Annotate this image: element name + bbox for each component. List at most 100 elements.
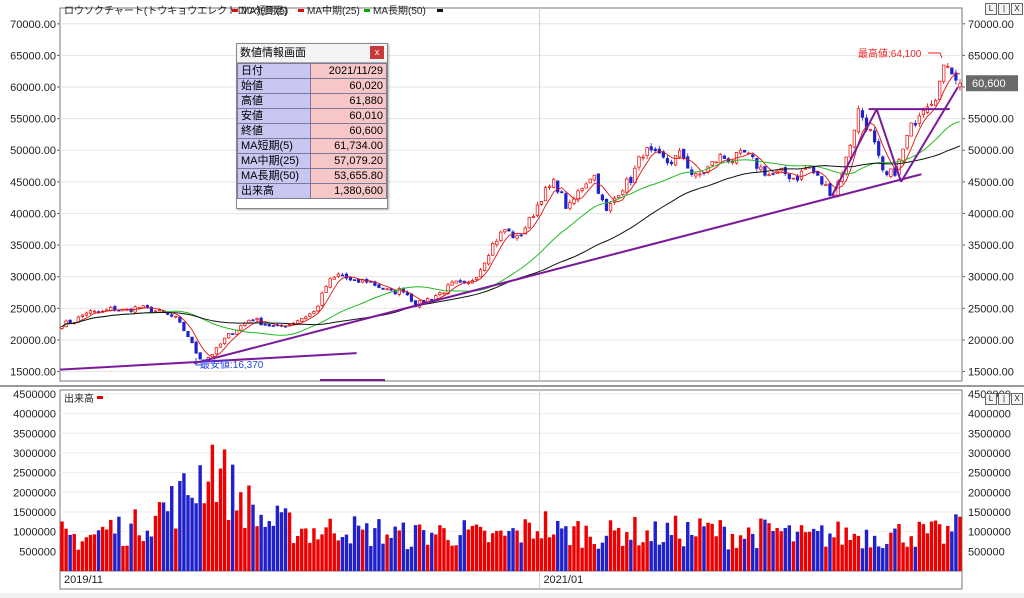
volume-bar: [621, 545, 625, 571]
info-key: 始値: [237, 78, 311, 94]
panel-split-button[interactable]: |: [998, 3, 1010, 15]
volume-bar: [226, 519, 231, 571]
price-tick-label-left: 35000.00: [10, 240, 56, 252]
volume-bar: [235, 510, 239, 571]
volume-bar: [881, 548, 885, 571]
info-key: 安値: [237, 108, 311, 124]
volume-bar: [710, 523, 714, 571]
candle-body: [791, 177, 795, 180]
volume-bar: [893, 528, 897, 571]
volume-bar: [600, 542, 605, 571]
volume-tick-label-left: 3000000: [13, 448, 56, 460]
volume-bar: [271, 525, 276, 571]
volume-bar: [547, 537, 552, 571]
volume-bar: [759, 518, 763, 571]
candle-body: [901, 148, 905, 162]
candle-body: [938, 80, 942, 101]
volume-split-button[interactable]: |: [998, 393, 1010, 405]
volume-bar: [214, 502, 219, 571]
candle-body: [214, 347, 219, 355]
candle-body: [556, 180, 560, 193]
price-panel-buttons: L | X: [985, 3, 1023, 15]
info-key: 高値: [237, 93, 311, 109]
volume-bar: [287, 512, 292, 571]
volume-close-button[interactable]: X: [1011, 393, 1023, 405]
info-box-title-bar[interactable]: 数値情報画面 x: [237, 44, 387, 63]
info-box-close-button[interactable]: x: [370, 46, 384, 59]
volume-bar: [369, 545, 373, 571]
volume-bar: [340, 537, 345, 571]
candle-body: [958, 82, 962, 88]
volume-bar: [551, 534, 556, 571]
volume-bar: [202, 503, 206, 571]
volume-bar: [491, 533, 495, 571]
volume-bar: [178, 481, 182, 571]
volume-bar: [413, 525, 418, 571]
info-box-title: 数値情報画面: [240, 47, 306, 59]
candle-body: [531, 216, 535, 218]
volume-tick-label-right: 3500000: [968, 428, 1011, 440]
price-tick-label-right: 40000.00: [968, 208, 1014, 220]
price-tick-label-right: 50000.00: [968, 145, 1014, 157]
info-table: 日付 2021/11/29 始値 60,020 高値 61,880 安値 60,010 …: [237, 63, 387, 199]
candle-body: [332, 276, 336, 280]
candle-body: [653, 148, 657, 151]
candle-body: [629, 177, 633, 184]
volume-bar: [767, 523, 771, 571]
volume-bar: [417, 524, 422, 571]
volume-bar: [824, 546, 828, 571]
candle-body: [251, 319, 255, 322]
candle-body: [604, 198, 609, 211]
volume-bar: [503, 535, 507, 571]
volume-bar: [641, 542, 645, 571]
candle-body: [787, 173, 791, 180]
chart-title: ロウソクチャート(トウキョウエレクトロン)(日足): [64, 5, 287, 17]
candle-body: [482, 262, 487, 271]
candle-body: [381, 287, 385, 290]
volume-bar: [950, 531, 954, 571]
panel-close-button[interactable]: X: [1011, 3, 1023, 15]
candle-body: [218, 343, 223, 348]
candle-body: [92, 310, 97, 313]
volume-bar: [946, 525, 950, 571]
volume-bar: [190, 497, 194, 571]
volume-bar: [535, 531, 540, 571]
candle-body: [950, 67, 954, 75]
legend-swatch: [298, 9, 304, 12]
candle-body: [296, 320, 300, 324]
volume-bar: [360, 529, 365, 571]
candle-body: [68, 319, 72, 324]
legend-label: MA長期(50): [373, 5, 426, 17]
candle-body: [88, 310, 93, 314]
volume-bar: [125, 545, 129, 571]
candle-body: [889, 168, 893, 177]
panel-lock-button[interactable]: L: [985, 3, 997, 15]
candle-body: [759, 166, 763, 171]
volume-lock-button[interactable]: L: [985, 393, 997, 405]
volume-bar: [775, 528, 779, 571]
trendline-rally-mid: [875, 108, 903, 183]
volume-tick-label-right: 3000000: [968, 448, 1011, 460]
candle-body: [247, 319, 251, 324]
candle-body: [527, 217, 531, 229]
price-tick-label-right: 70000.00: [968, 19, 1014, 31]
volume-bar: [673, 515, 678, 571]
volume-tick-label-right: 1500000: [968, 507, 1011, 519]
volume-bar: [389, 537, 393, 571]
info-box[interactable]: 数値情報画面 x 日付 2021/11/29 始値 60,020 高値 61,880 …: [236, 43, 388, 209]
info-key: 日付: [237, 63, 311, 79]
volume-bar: [791, 541, 796, 571]
candle-body: [352, 279, 357, 282]
volume-bar: [259, 514, 263, 571]
candle-body: [385, 288, 389, 291]
volume-bar: [401, 522, 406, 571]
candle-body: [454, 280, 458, 284]
candle-body: [954, 72, 958, 81]
volume-bar: [868, 547, 873, 571]
candle-body: [458, 280, 462, 283]
candle-body: [621, 190, 625, 196]
volume-tick-label-right: 500000: [968, 546, 1005, 558]
candle-body: [495, 240, 499, 245]
volume-bar: [279, 512, 284, 571]
volume-tick-label-left: 1000000: [13, 527, 56, 539]
